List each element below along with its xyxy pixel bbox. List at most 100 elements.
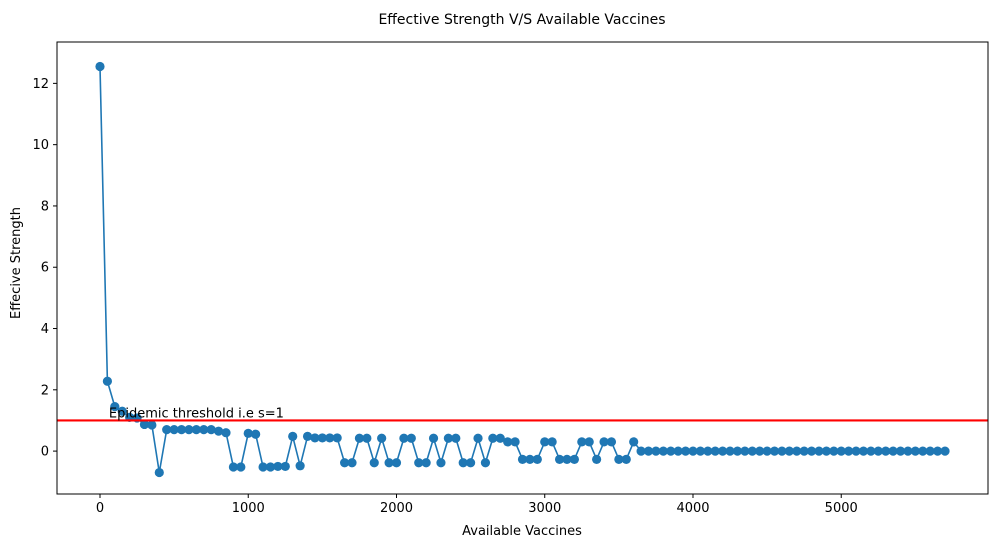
data-point — [814, 446, 824, 456]
data-point — [792, 446, 802, 456]
data-point — [325, 433, 335, 443]
data-point — [251, 429, 261, 439]
data-point — [265, 462, 276, 472]
data-point — [525, 454, 535, 464]
data-point — [584, 437, 594, 447]
data-point — [362, 433, 372, 443]
y-axis-ticks: 0 2 4 6 8 10 12 — [32, 77, 57, 460]
data-point — [844, 446, 854, 456]
x-tick-label: 4000 — [676, 501, 709, 516]
data-point — [95, 61, 105, 72]
data-point — [592, 454, 602, 464]
data-point — [718, 446, 728, 456]
data-point — [799, 446, 809, 456]
data-point — [332, 433, 342, 443]
x-tick-label: 3000 — [528, 501, 561, 516]
data-point — [443, 433, 453, 443]
data-point — [725, 446, 735, 456]
data-point — [258, 462, 268, 472]
y-axis-label: Effecive Strength — [9, 207, 24, 319]
data-point — [621, 454, 631, 464]
data-point — [562, 454, 572, 464]
data-point — [829, 446, 839, 456]
data-point — [340, 458, 350, 468]
data-point — [495, 433, 505, 443]
data-point — [873, 446, 883, 456]
data-point — [317, 433, 327, 443]
data-point — [940, 446, 950, 456]
data-point — [821, 446, 832, 456]
data-point — [881, 446, 891, 456]
data-point — [206, 425, 216, 435]
data-point — [577, 437, 587, 447]
data-point — [540, 437, 550, 447]
y-tick-label: 2 — [41, 383, 49, 398]
data-point — [414, 458, 424, 468]
x-axis-label: Available Vaccines — [462, 524, 582, 539]
axes-frame — [56, 41, 989, 495]
data-point — [643, 446, 654, 456]
data-point — [421, 458, 431, 468]
data-point — [154, 467, 164, 478]
data-point — [295, 461, 305, 471]
data-point — [199, 425, 209, 435]
data-point — [569, 454, 579, 464]
data-point — [532, 454, 542, 464]
data-point — [473, 433, 483, 443]
data-point — [666, 446, 676, 456]
data-point — [310, 433, 320, 443]
data-point — [243, 428, 253, 438]
data-point — [466, 458, 476, 468]
data-point — [228, 462, 239, 472]
data-point — [858, 446, 869, 456]
data-point — [377, 433, 387, 443]
data-point — [710, 446, 720, 456]
data-point — [703, 446, 713, 456]
chart-title: Effective Strength V/S Available Vaccine… — [378, 12, 665, 28]
data-point — [784, 446, 794, 456]
data-point — [629, 437, 639, 447]
x-axis-ticks: 0 1000 2000 3000 4000 5000 — [96, 494, 858, 516]
data-point — [658, 446, 668, 456]
threshold-label: Epidemic threshold i.e s=1 — [109, 406, 284, 421]
data-point — [139, 419, 150, 430]
data-point — [406, 433, 416, 443]
data-point — [903, 446, 913, 456]
data-point — [162, 425, 172, 435]
data-point — [399, 433, 409, 443]
data-point — [436, 458, 446, 468]
x-tick-label: 1000 — [232, 501, 265, 516]
data-point — [288, 431, 298, 441]
data-point — [762, 446, 772, 456]
data-point — [510, 437, 520, 447]
x-tick-label: 0 — [96, 501, 104, 516]
data-point — [428, 433, 439, 443]
data-point — [777, 446, 787, 456]
data-point — [732, 446, 743, 456]
data-point — [636, 446, 646, 456]
data-point — [391, 458, 402, 468]
data-point — [695, 446, 706, 456]
data-point — [673, 446, 683, 456]
data-point — [503, 437, 513, 447]
data-point — [280, 461, 290, 472]
data-point — [302, 431, 313, 441]
data-point — [806, 446, 817, 456]
data-point — [191, 425, 201, 435]
data-point — [273, 461, 283, 472]
data-point — [147, 420, 157, 430]
data-point — [451, 433, 461, 443]
data-point — [651, 446, 661, 456]
data-point — [755, 446, 765, 456]
data-point — [176, 425, 187, 435]
data-point — [910, 446, 920, 456]
data-point — [866, 446, 876, 456]
data-point — [517, 454, 528, 464]
data-point — [688, 446, 698, 456]
data-point — [925, 446, 935, 456]
plot-area: Epidemic threshold i.e s=1 — [57, 61, 988, 478]
data-point — [110, 402, 120, 412]
data-point — [480, 458, 491, 468]
data-point — [184, 425, 194, 435]
